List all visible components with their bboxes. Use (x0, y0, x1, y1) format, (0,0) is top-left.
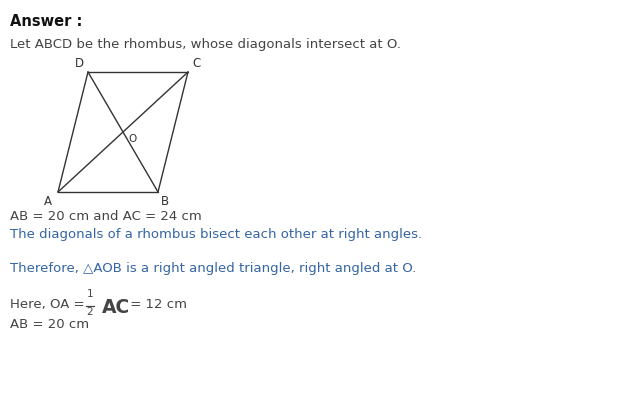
Text: Let ABCD be the rhombus, whose diagonals intersect at O.: Let ABCD be the rhombus, whose diagonals… (10, 38, 401, 51)
Text: B: B (161, 195, 169, 208)
Text: AB = 20 cm: AB = 20 cm (10, 318, 89, 331)
Text: 1: 1 (86, 289, 93, 299)
Text: AC: AC (102, 298, 131, 317)
Text: Therefore, △AOB is a right angled triangle, right angled at O.: Therefore, △AOB is a right angled triang… (10, 262, 417, 275)
Text: Answer :: Answer : (10, 14, 83, 29)
Text: Here, OA =: Here, OA = (10, 298, 84, 311)
Text: The diagonals of a rhombus bisect each other at right angles.: The diagonals of a rhombus bisect each o… (10, 228, 422, 241)
Text: D: D (75, 57, 84, 70)
Text: 2: 2 (86, 307, 93, 317)
Text: = 12 cm: = 12 cm (126, 298, 187, 311)
Text: A: A (44, 195, 52, 208)
Text: O: O (128, 134, 136, 144)
Text: C: C (192, 57, 200, 70)
Text: AB = 20 cm and AC = 24 cm: AB = 20 cm and AC = 24 cm (10, 210, 202, 223)
